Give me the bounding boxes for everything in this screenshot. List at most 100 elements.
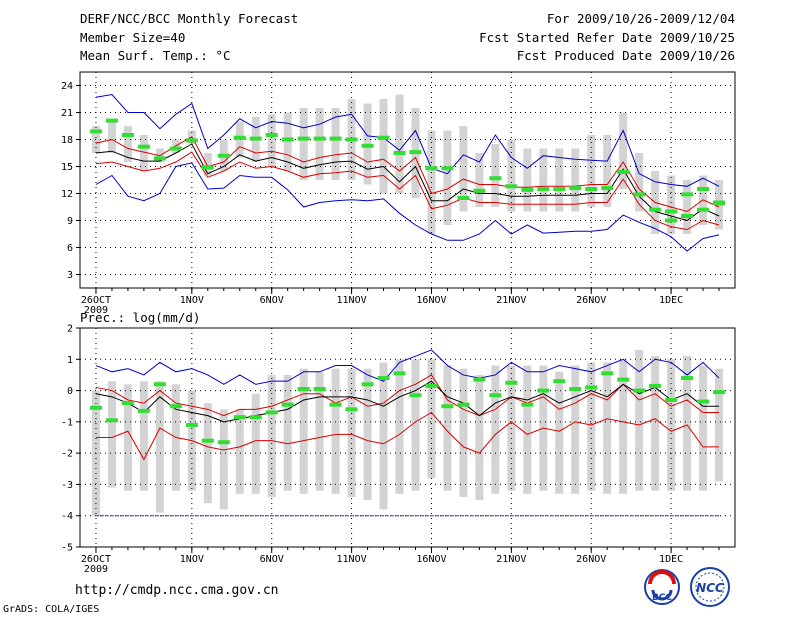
observed-marker <box>441 166 454 171</box>
spread-box <box>555 371 564 494</box>
spread-box <box>443 130 452 225</box>
observed-marker <box>665 397 678 402</box>
y-tick-label: 21 <box>61 108 73 119</box>
spread-box <box>587 135 596 207</box>
spread-box <box>139 381 148 491</box>
observed-marker <box>217 153 230 158</box>
observed-marker <box>185 138 198 143</box>
observed-marker <box>505 184 518 189</box>
spread-box <box>507 139 516 212</box>
spread-box <box>251 393 260 494</box>
spread-box <box>603 362 612 494</box>
observed-marker <box>393 371 406 376</box>
variable-label: Mean Surf. Temp.: °C <box>80 48 231 63</box>
spread-box <box>299 368 308 494</box>
observed-marker <box>153 156 166 161</box>
observed-marker <box>569 186 582 191</box>
x-year-label: 2009 <box>84 564 108 575</box>
observed-marker <box>457 402 470 407</box>
observed-marker <box>553 379 566 384</box>
observed-marker <box>345 137 358 142</box>
spread-box <box>539 148 548 212</box>
inner-low-line <box>95 151 720 231</box>
spread-box <box>555 148 564 212</box>
x-tick-label: 1DEC <box>659 554 683 565</box>
spread-box <box>107 381 116 488</box>
x-tick-label: 26OCT <box>81 554 111 565</box>
spread-box <box>667 175 676 234</box>
spread-box <box>475 374 484 501</box>
spread-box <box>459 126 468 212</box>
x-tick-label: 6NOV <box>260 295 284 306</box>
spread-box <box>347 368 356 497</box>
observed-marker <box>201 165 214 170</box>
precip-panel-title: Prec.: log(mm/d) <box>80 310 201 325</box>
spread-box <box>299 108 308 180</box>
spread-box <box>123 384 132 491</box>
spread-box <box>411 359 420 491</box>
observed-marker <box>489 393 502 398</box>
median-line <box>95 380 720 423</box>
observed-marker <box>473 188 486 193</box>
observed-marker <box>297 387 310 392</box>
y-tick-label: -2 <box>61 449 73 460</box>
observed-marker <box>633 388 646 393</box>
observed-marker <box>169 146 182 151</box>
spread-box <box>603 135 612 207</box>
observed-marker <box>281 402 294 407</box>
observed-marker <box>585 187 598 191</box>
observed-marker <box>457 196 470 200</box>
x-tick-label: 1DEC <box>659 295 683 306</box>
spread-box <box>235 409 244 494</box>
x-tick-label: 11NOV <box>337 554 367 565</box>
spread-box <box>331 368 340 494</box>
spread-box <box>379 99 388 194</box>
observed-marker <box>137 144 150 149</box>
observed-marker <box>633 192 646 197</box>
source-url[interactable]: http://cmdp.ncc.cma.gov.cn <box>75 583 279 598</box>
observed-marker <box>569 387 582 392</box>
observed-marker <box>233 415 246 420</box>
outer-low-line <box>95 162 720 252</box>
observed-marker <box>505 380 518 385</box>
observed-marker <box>681 376 694 381</box>
produced-date: Fcst Produced Date 2009/10/26 <box>516 48 735 63</box>
observed-marker <box>329 402 342 407</box>
observed-marker <box>313 387 326 392</box>
observed-marker <box>345 407 358 412</box>
spread-box <box>139 135 148 171</box>
observed-marker <box>121 401 134 406</box>
observed-marker <box>409 150 422 155</box>
spread-box <box>459 368 468 497</box>
spread-box <box>267 374 276 497</box>
spread-box <box>203 153 212 176</box>
observed-marker <box>393 151 406 155</box>
y-tick-label: 24 <box>61 81 73 92</box>
observed-marker <box>537 388 550 393</box>
spread-box <box>443 365 452 491</box>
x-tick-label: 16NOV <box>416 554 446 565</box>
y-tick-label: -1 <box>61 417 73 428</box>
y-tick-label: 15 <box>61 162 73 173</box>
x-tick-label: 1NOV <box>180 295 204 306</box>
observed-marker <box>377 376 390 381</box>
spread-box <box>683 356 692 491</box>
observed-marker <box>185 422 198 427</box>
spread-box <box>123 126 132 162</box>
observed-marker <box>281 137 294 142</box>
figure-title: DERF/NCC/BCC Monthly Forecast <box>80 11 299 26</box>
spread-box <box>619 112 628 189</box>
x-tick-label: 1NOV <box>180 554 204 565</box>
observed-marker <box>249 415 262 420</box>
observed-marker <box>265 133 278 137</box>
observed-marker <box>425 383 438 388</box>
inner-high-line <box>95 136 720 213</box>
observed-marker <box>713 200 726 205</box>
observed-marker <box>713 390 726 395</box>
spread-box <box>283 374 292 491</box>
spread-box <box>523 365 532 494</box>
observed-marker <box>329 136 342 141</box>
plot-frame <box>79 71 736 289</box>
observed-marker <box>585 385 598 390</box>
